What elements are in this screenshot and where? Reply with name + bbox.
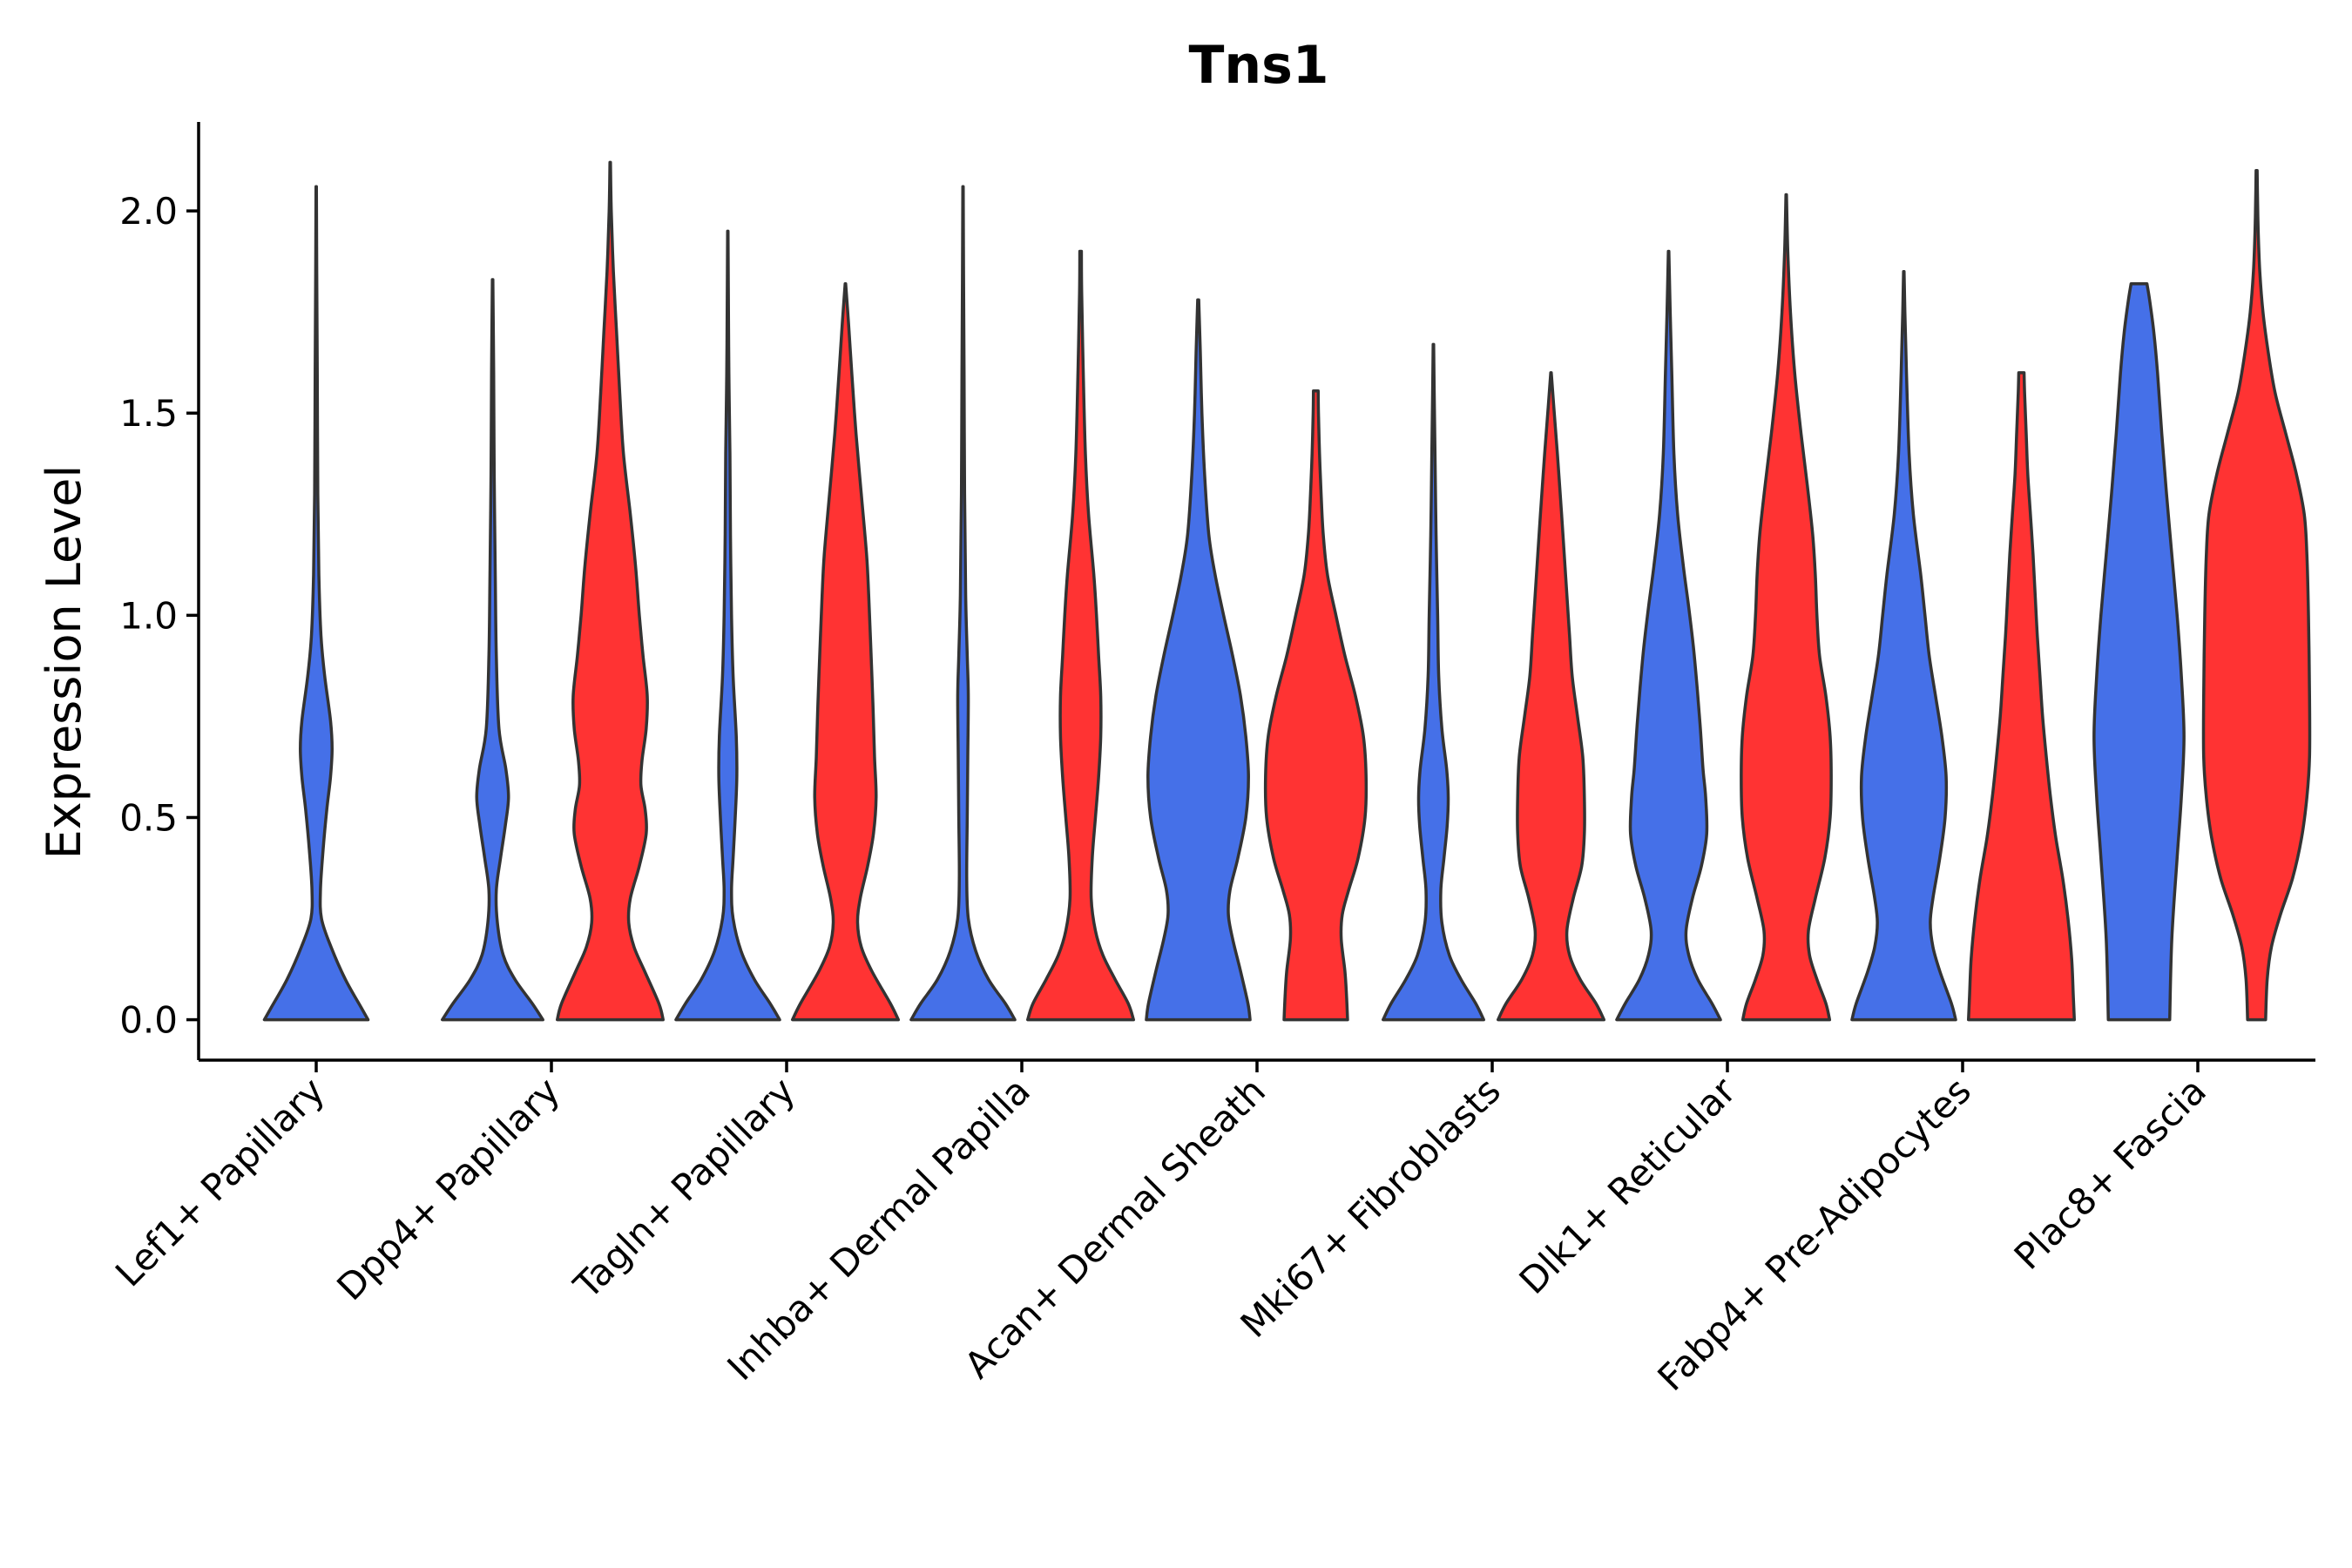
x-tick-label: Plac8+ Fascia <box>2006 1069 2214 1277</box>
violin-red-6 <box>1740 193 1833 1022</box>
y-axis-title: Expression Level <box>37 465 91 860</box>
violin-red-3 <box>1026 249 1135 1022</box>
chart-title: Tns1 <box>1188 35 1328 96</box>
violin-red-4 <box>1263 389 1369 1022</box>
x-tick-label: Dpp4+ Papillary <box>328 1069 568 1308</box>
y-tick-label: 1.0 <box>119 594 178 637</box>
x-tick-label: Tagln+ Papillary <box>565 1069 803 1307</box>
violin-blue-6 <box>1615 249 1722 1022</box>
y-tick-label: 0.5 <box>119 796 178 839</box>
violin-red-2 <box>791 281 900 1022</box>
violin-blue-7 <box>1850 270 1957 1022</box>
violin-blue-5 <box>1382 342 1485 1022</box>
violin-blue-2 <box>674 229 781 1022</box>
x-tick-label: Lef1+ Papillary <box>107 1069 333 1294</box>
violin-blue-3 <box>909 185 1017 1022</box>
y-tick-label: 0.0 <box>119 999 178 1042</box>
y-tick-label: 1.5 <box>119 392 178 435</box>
violin-blue-0 <box>262 185 370 1022</box>
violin-blue-4 <box>1145 298 1252 1022</box>
violin-red-7 <box>1967 371 2076 1022</box>
x-tick-label: Mki67+ Fibroblasts <box>1233 1069 1509 1345</box>
y-tick-label: 2.0 <box>119 190 178 233</box>
violin-red-5 <box>1497 371 1605 1022</box>
violin-blue-8 <box>2092 281 2186 1022</box>
violins-layer <box>262 160 2312 1022</box>
violin-red-8 <box>2201 168 2312 1022</box>
x-tick-label: Dlk1+ Reticular <box>1511 1069 1745 1302</box>
violin-red-1 <box>556 160 665 1022</box>
violin-blue-1 <box>441 278 544 1022</box>
